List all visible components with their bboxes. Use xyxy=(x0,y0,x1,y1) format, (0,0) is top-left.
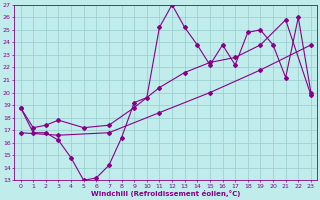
X-axis label: Windchill (Refroidissement éolien,°C): Windchill (Refroidissement éolien,°C) xyxy=(91,190,240,197)
